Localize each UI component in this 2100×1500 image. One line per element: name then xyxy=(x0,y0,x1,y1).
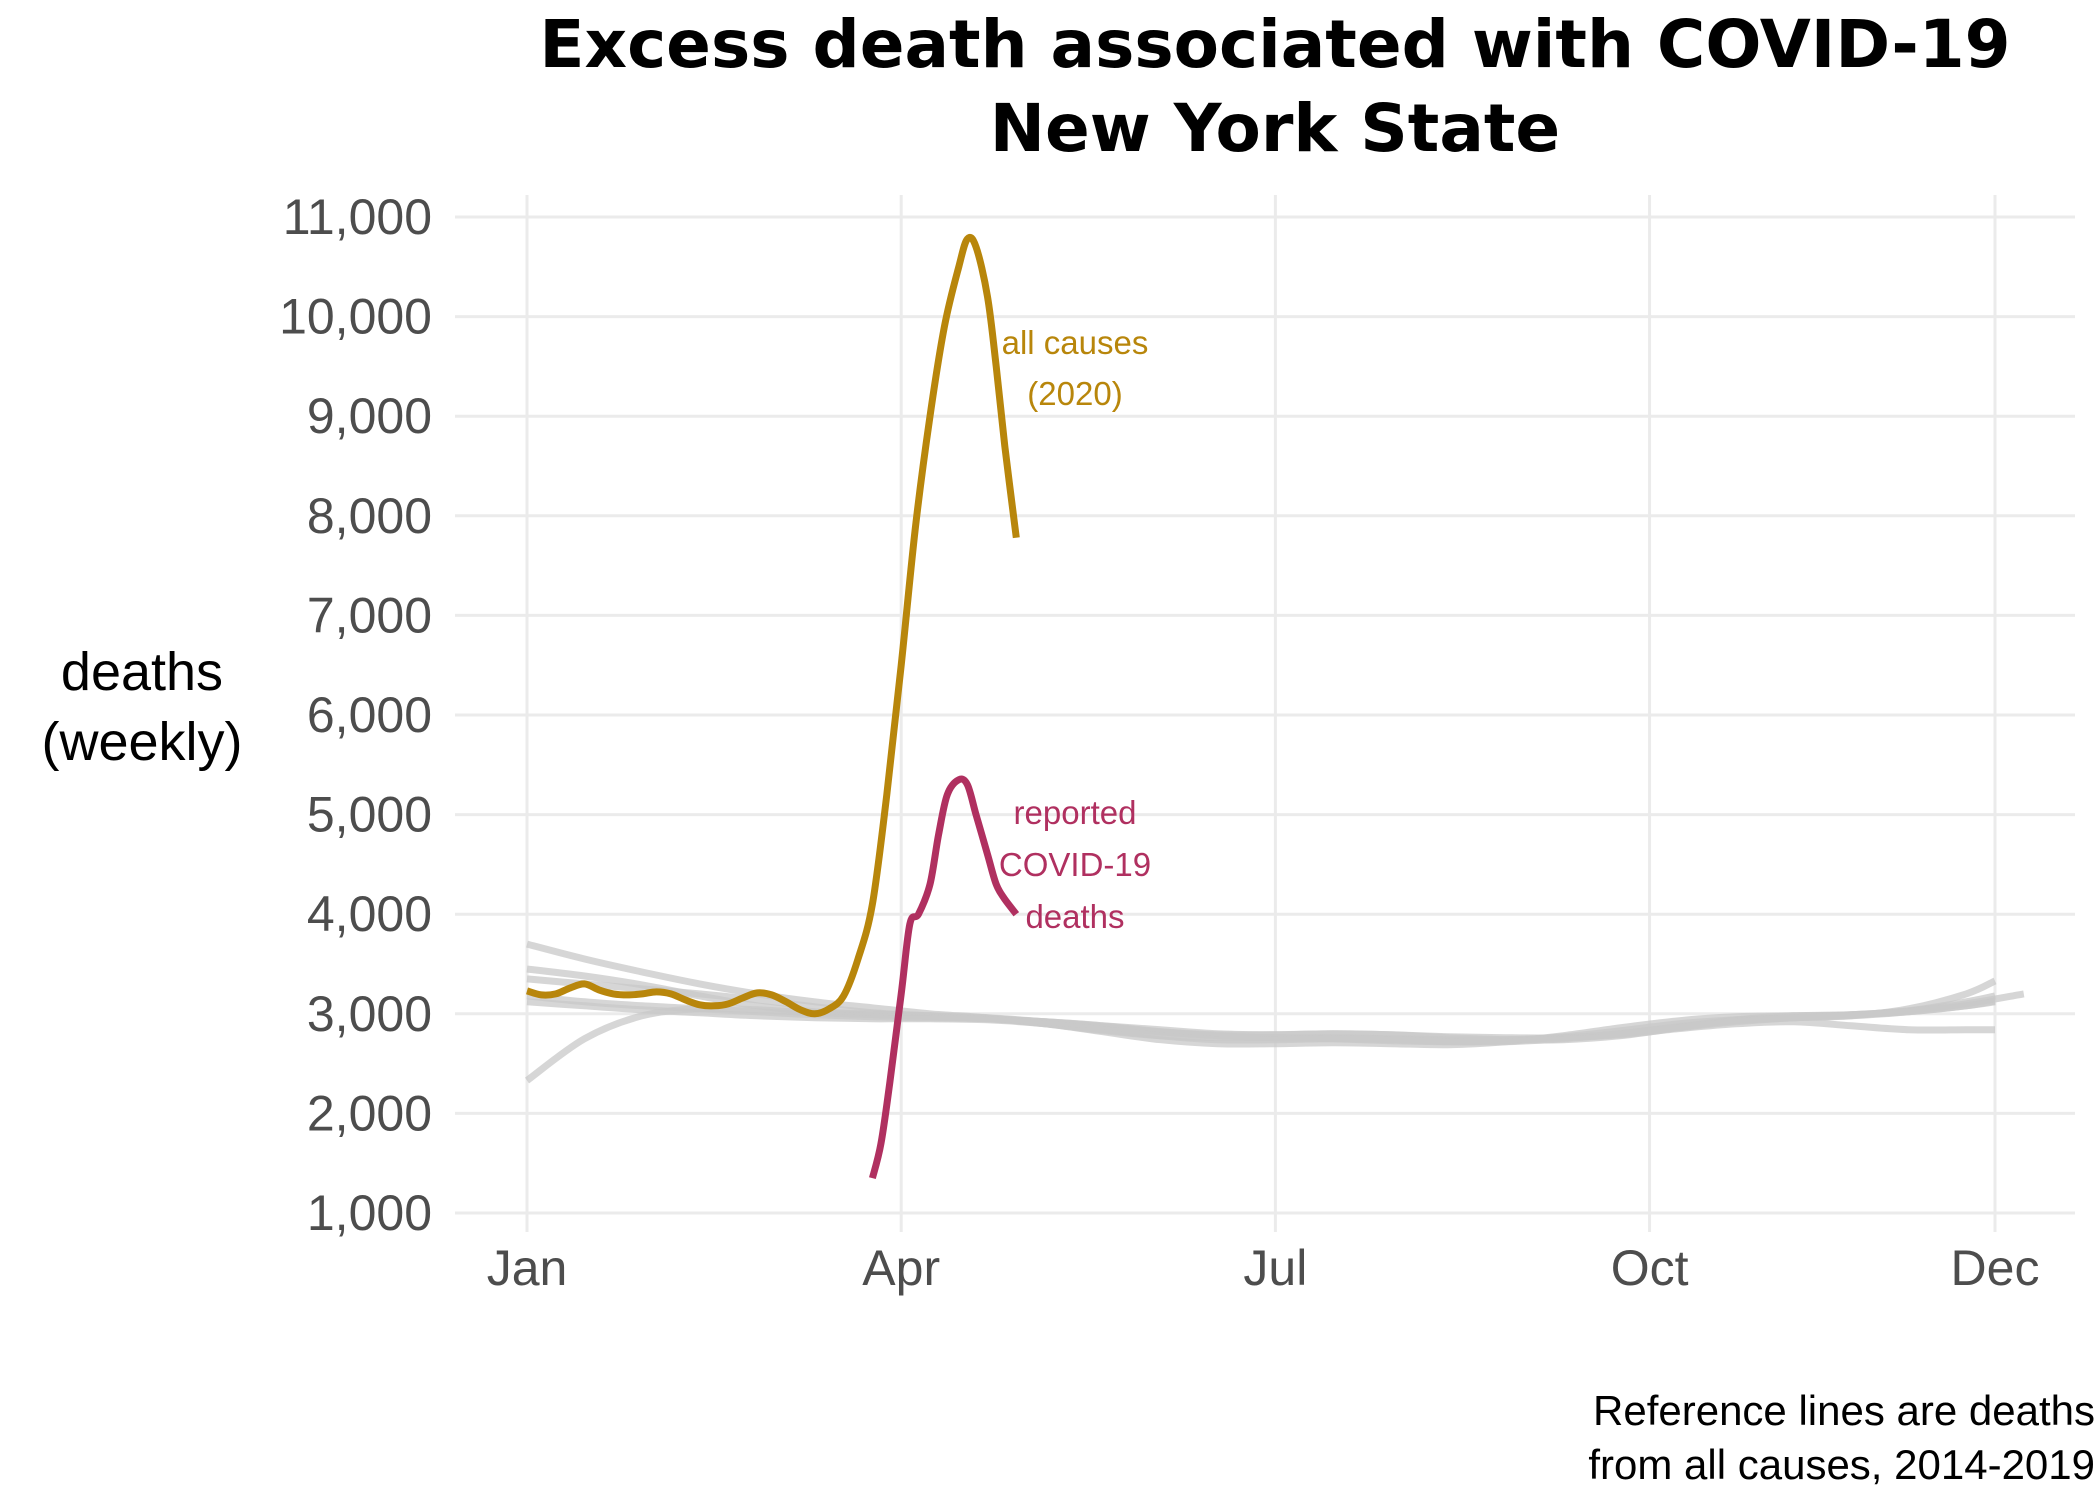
y-tick-label: 7,000 xyxy=(307,587,432,643)
annotation-covid-line2: COVID-19 xyxy=(999,846,1151,883)
caption-line1: Reference lines are deaths xyxy=(1593,1387,2095,1434)
chart-subtitle: New York State xyxy=(990,90,1560,167)
annotation-covid-line1: reported xyxy=(1014,794,1137,831)
y-tick-label: 3,000 xyxy=(307,986,432,1042)
y-tick-label: 1,000 xyxy=(307,1185,432,1241)
y-tick-labels: 1,000 2,000 3,000 4,000 5,000 6,000 7,000 8,000… xyxy=(279,189,432,1241)
y-tick-label: 5,000 xyxy=(307,787,432,843)
x-tick-label: Jul xyxy=(1243,1240,1307,1296)
x-tick-label: Jan xyxy=(487,1240,568,1296)
covid-deaths-line xyxy=(869,775,1020,1180)
annotation-all-causes: all causes xyxy=(1002,324,1149,361)
y-axis-label-units: (weekly) xyxy=(41,712,242,772)
x-tick-label: Apr xyxy=(862,1240,940,1296)
y-tick-label: 10,000 xyxy=(279,289,432,345)
gridlines xyxy=(455,195,2075,1232)
y-axis-label: deaths xyxy=(61,642,223,702)
x-tick-label: Oct xyxy=(1611,1240,1689,1296)
x-tick-label: Dec xyxy=(1951,1240,2040,1296)
y-tick-label: 6,000 xyxy=(307,687,432,743)
caption-line2: from all causes, 2014-2019 xyxy=(1588,1441,2095,1488)
reference-line xyxy=(526,998,1996,1046)
all-causes-2020-line xyxy=(525,233,1020,1018)
x-tick-labels: Jan Apr Jul Oct Dec xyxy=(487,1240,2040,1296)
y-tick-label: 11,000 xyxy=(283,189,432,245)
y-tick-label: 9,000 xyxy=(307,388,432,444)
main-series-group xyxy=(525,233,1020,1180)
chart-title: Excess death associated with COVID-19 xyxy=(539,6,2010,83)
y-tick-label: 2,000 xyxy=(307,1085,432,1141)
annotation-covid-line3: deaths xyxy=(1025,898,1124,935)
annotation-all-causes-year: (2020) xyxy=(1027,375,1122,412)
y-tick-label: 4,000 xyxy=(307,886,432,942)
y-tick-label: 8,000 xyxy=(307,488,432,544)
